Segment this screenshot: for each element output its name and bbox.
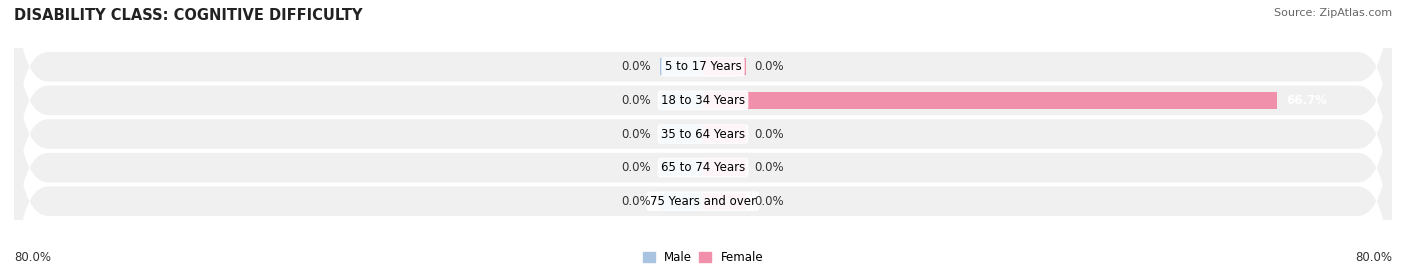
Bar — [659, 58, 703, 76]
Text: 66.7%: 66.7% — [1286, 94, 1327, 107]
Text: 80.0%: 80.0% — [14, 251, 51, 264]
Text: 0.0%: 0.0% — [755, 161, 785, 174]
Text: 65 to 74 Years: 65 to 74 Years — [661, 161, 745, 174]
Text: 75 Years and over: 75 Years and over — [650, 195, 756, 208]
Text: 0.0%: 0.0% — [621, 128, 651, 140]
Bar — [703, 159, 747, 176]
FancyBboxPatch shape — [14, 14, 1392, 254]
Text: 18 to 34 Years: 18 to 34 Years — [661, 94, 745, 107]
Text: DISABILITY CLASS: COGNITIVE DIFFICULTY: DISABILITY CLASS: COGNITIVE DIFFICULTY — [14, 8, 363, 23]
FancyBboxPatch shape — [14, 0, 1392, 220]
Text: 0.0%: 0.0% — [755, 128, 785, 140]
Text: 80.0%: 80.0% — [1355, 251, 1392, 264]
Bar — [659, 125, 703, 143]
Text: 0.0%: 0.0% — [755, 60, 785, 73]
Bar — [703, 125, 747, 143]
Legend: Male, Female: Male, Female — [638, 246, 768, 268]
Text: 0.0%: 0.0% — [621, 195, 651, 208]
Text: 5 to 17 Years: 5 to 17 Years — [665, 60, 741, 73]
Text: 0.0%: 0.0% — [621, 60, 651, 73]
Text: 0.0%: 0.0% — [621, 94, 651, 107]
FancyBboxPatch shape — [14, 0, 1392, 187]
Text: 0.0%: 0.0% — [755, 195, 785, 208]
FancyBboxPatch shape — [14, 81, 1392, 268]
FancyBboxPatch shape — [14, 48, 1392, 268]
Bar — [659, 192, 703, 210]
Bar — [659, 159, 703, 176]
Bar — [703, 192, 747, 210]
Text: 35 to 64 Years: 35 to 64 Years — [661, 128, 745, 140]
Bar — [703, 92, 1278, 109]
Text: Source: ZipAtlas.com: Source: ZipAtlas.com — [1274, 8, 1392, 18]
Text: 0.0%: 0.0% — [621, 161, 651, 174]
Bar — [703, 58, 747, 76]
Bar — [659, 92, 703, 109]
